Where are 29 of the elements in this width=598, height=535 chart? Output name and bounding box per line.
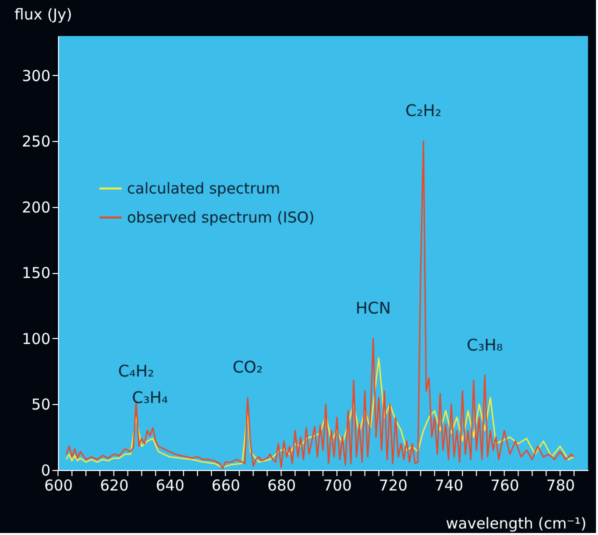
y-tick-label: 300: [22, 66, 50, 85]
annotation: C₂H₂: [405, 101, 442, 120]
x-tick-label: 760: [490, 476, 520, 494]
y-axis-title: flux (Jy): [14, 6, 72, 24]
x-tick-label: 660: [212, 476, 240, 494]
x-tick-label: 600: [44, 476, 73, 494]
x-tick-label: 780: [546, 476, 575, 494]
y-tick-label: 200: [22, 198, 50, 216]
x-tick-label: 620: [100, 476, 129, 494]
line-series: [66, 358, 575, 468]
line-series: [66, 140, 575, 470]
y-tick-label: 50: [31, 396, 50, 414]
annotation: C₄H₂: [118, 362, 154, 381]
annotation: CO₂: [232, 358, 263, 377]
legend-label: calculated spectrum: [127, 180, 280, 198]
annotation: HCN: [356, 298, 391, 318]
x-tick-label: 640: [156, 476, 184, 494]
annotation: C₃H₈: [466, 335, 503, 354]
x-tick-label: 700: [323, 476, 352, 494]
legend-label: observed spectrum (ISO): [127, 208, 315, 226]
annotation: C₃H₄: [132, 388, 168, 407]
y-tick-label: 100: [22, 330, 50, 348]
x-axis-title: wavelength (cm⁻¹): [446, 514, 586, 532]
x-tick-label: 740: [434, 476, 464, 494]
y-tick-label: 250: [22, 132, 50, 151]
x-tick-label: 680: [267, 476, 296, 494]
x-tick-label: 720: [378, 476, 408, 494]
y-tick-label: 0: [40, 462, 50, 480]
y-tick-label: 150: [22, 264, 50, 282]
